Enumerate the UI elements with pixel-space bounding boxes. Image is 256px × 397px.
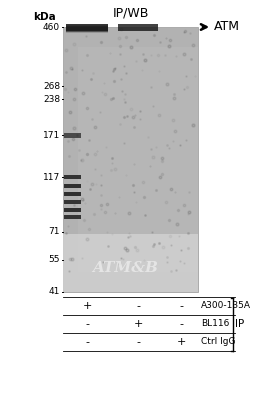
Text: 117: 117 [43,173,60,181]
Bar [64,208,81,212]
Text: +: + [133,319,143,329]
Text: IP: IP [235,319,244,329]
Text: -: - [85,337,89,347]
Bar [64,192,81,196]
Bar [64,200,81,204]
Text: -: - [179,301,183,311]
Text: 268: 268 [43,82,60,91]
Text: -: - [136,301,140,311]
Text: -: - [179,319,183,329]
Bar [78,47,198,272]
Text: +: + [82,301,92,311]
Bar [64,215,81,220]
Bar [66,25,108,31]
Bar [118,23,158,31]
Bar [64,184,81,188]
Text: 71: 71 [48,227,60,236]
Bar [63,234,198,292]
Text: 460: 460 [43,23,60,31]
Text: Ctrl IgG: Ctrl IgG [201,337,236,347]
Text: A300-135A: A300-135A [201,301,251,310]
Text: 41: 41 [49,287,60,297]
Text: ATM&B: ATM&B [93,261,158,275]
Bar [66,25,108,31]
Text: -: - [136,337,140,347]
Text: +: + [176,337,186,347]
Text: BL116: BL116 [201,320,229,328]
Text: IP/WB: IP/WB [112,6,149,19]
Bar [66,27,108,33]
Bar [64,175,81,179]
Text: 55: 55 [48,255,60,264]
Text: -: - [85,319,89,329]
Text: 171: 171 [43,131,60,140]
Bar [64,133,81,138]
Bar [63,27,198,292]
Text: 238: 238 [43,95,60,104]
Text: ATM: ATM [214,21,240,33]
Text: kDa: kDa [34,12,56,22]
Bar [66,23,108,31]
